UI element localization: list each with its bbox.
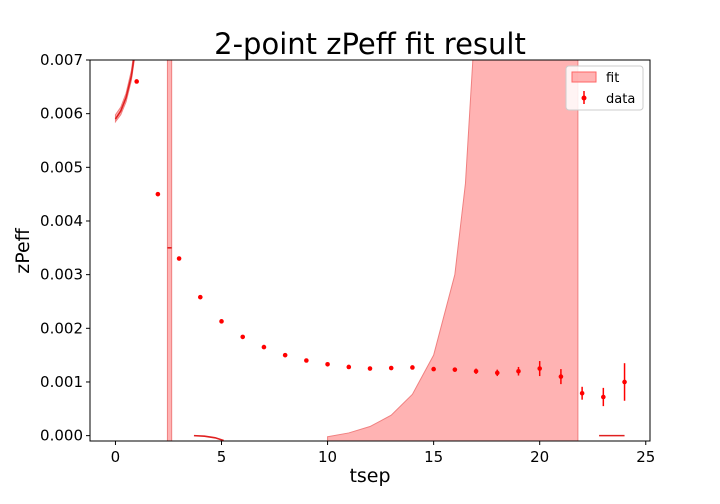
x-tick-label: 10 bbox=[318, 448, 337, 466]
x-tick-label: 25 bbox=[636, 448, 655, 466]
legend-data-marker bbox=[581, 95, 587, 101]
data-point bbox=[261, 344, 267, 350]
fit-curve bbox=[114, 60, 135, 120]
fit-confidence-band bbox=[327, 60, 579, 441]
y-tick-label: 0.005 bbox=[40, 158, 83, 176]
x-tick-label: 5 bbox=[217, 448, 227, 466]
y-tick-label: 0.002 bbox=[40, 319, 83, 337]
data-point bbox=[473, 368, 479, 374]
legend-data-label: data bbox=[606, 92, 635, 107]
x-tick-label: 0 bbox=[111, 448, 121, 466]
data-point bbox=[494, 370, 500, 376]
data-point bbox=[304, 358, 309, 363]
legend-fit-swatch bbox=[571, 71, 597, 83]
data-point bbox=[325, 361, 330, 367]
data-point bbox=[198, 294, 203, 300]
data-point bbox=[410, 365, 415, 370]
data-point bbox=[282, 352, 288, 358]
data-point bbox=[579, 390, 585, 396]
fit-curve bbox=[193, 434, 224, 441]
data-point bbox=[346, 364, 352, 370]
data-point bbox=[367, 366, 373, 371]
y-tick-label: 0.001 bbox=[40, 373, 83, 391]
x-axis-label: tsep bbox=[349, 465, 390, 487]
data-point bbox=[240, 334, 246, 340]
y-tick-label: 0.007 bbox=[40, 51, 83, 69]
data-point bbox=[452, 367, 458, 372]
chart-title: 2-point zPeff fit result bbox=[214, 27, 526, 61]
data-point bbox=[537, 366, 542, 371]
data-point bbox=[388, 365, 394, 371]
data-point bbox=[558, 374, 564, 379]
legend-fit-label: fit bbox=[606, 71, 619, 86]
legend: fit data bbox=[565, 65, 644, 111]
plot-frame bbox=[89, 59, 651, 442]
data-point bbox=[622, 379, 627, 385]
data-point bbox=[176, 256, 182, 261]
x-tick-label: 15 bbox=[424, 448, 443, 466]
y-axis: 0.000 0.001 0.002 0.003 0.004 0.005 0.006 0.007 bbox=[40, 51, 90, 445]
x-tick-label: 20 bbox=[530, 448, 549, 466]
x-axis: 0 5 10 15 20 25 bbox=[111, 441, 655, 466]
y-tick-label: 0.004 bbox=[40, 212, 83, 230]
y-tick-label: 0.000 bbox=[40, 427, 83, 445]
y-tick-label: 0.006 bbox=[40, 105, 83, 123]
fit-confidence-band bbox=[166, 60, 173, 441]
y-axis-label: zPeff bbox=[12, 227, 34, 273]
data-point bbox=[516, 368, 521, 374]
y-tick-label: 0.003 bbox=[40, 266, 83, 284]
data-point bbox=[601, 394, 606, 400]
data-layer bbox=[134, 79, 627, 407]
data-point bbox=[155, 191, 161, 197]
data-point bbox=[219, 319, 224, 324]
data-point bbox=[134, 79, 139, 84]
data-point bbox=[431, 366, 436, 372]
fit-layer bbox=[114, 60, 625, 441]
